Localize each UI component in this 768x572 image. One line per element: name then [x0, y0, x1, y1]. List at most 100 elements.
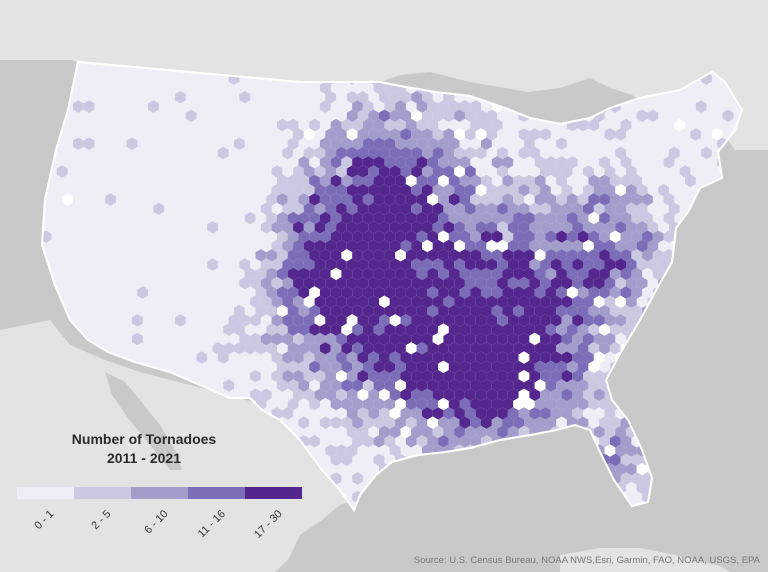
hex-bin: [427, 304, 439, 318]
hex-bin: [556, 490, 567, 504]
hex-bin: [486, 221, 498, 234]
hex-bin: [572, 221, 583, 234]
hex-bin: [395, 230, 406, 243]
hex-bin: [298, 193, 310, 206]
hex-bin: [491, 156, 503, 169]
hex-bin: [384, 342, 396, 355]
hex-bin: [642, 230, 653, 243]
hex-bin: [443, 425, 455, 439]
hex-bin: [534, 193, 546, 206]
hex-bin: [507, 351, 519, 364]
hex-bin: [448, 156, 460, 169]
hex-bin: [400, 425, 412, 439]
hex-bin: [373, 286, 385, 299]
hex-bin: [395, 267, 406, 281]
hex-bin: [669, 425, 680, 439]
hex-bin: [362, 286, 374, 299]
hex-bin: [604, 314, 616, 327]
hex-bin: [524, 416, 535, 429]
hex-bin: [615, 388, 626, 401]
hex-bin: [593, 277, 605, 290]
hex-bin: [507, 425, 519, 439]
hex-bin: [679, 407, 691, 420]
hex-bin: [427, 174, 439, 188]
hex-bin: [432, 184, 444, 197]
hex-bin: [583, 332, 594, 346]
hex-bin: [438, 249, 449, 262]
hex-bin: [599, 342, 610, 355]
hex-bin: [470, 360, 481, 374]
hex-bin: [620, 304, 632, 318]
hex-bin: [609, 304, 621, 318]
hex-bin: [507, 314, 519, 327]
hex-bin: [486, 128, 498, 141]
hex-bin: [470, 118, 481, 132]
hex-bin: [443, 165, 455, 178]
hex-bin: [481, 286, 492, 299]
hex-bin: [298, 304, 310, 318]
hex-bin: [325, 332, 337, 346]
hex-bin: [303, 295, 315, 308]
hex-bin: [566, 286, 578, 299]
hex-bin: [507, 388, 519, 401]
hex-bin: [626, 258, 637, 271]
hex-bin: [690, 128, 702, 141]
hex-bin: [352, 174, 363, 188]
hex-bin: [357, 370, 369, 383]
hex-bin: [572, 370, 583, 383]
hex-bin: [309, 286, 320, 299]
hex-bin: [352, 397, 363, 411]
hex-bin: [604, 165, 616, 178]
hex-bin: [750, 193, 761, 205]
hex-bin: [620, 453, 632, 467]
hex-bin: [497, 221, 508, 234]
hex-bin: [330, 230, 342, 243]
hex-bin: [556, 397, 567, 411]
hex-bin: [550, 295, 562, 308]
hex-bin: [524, 286, 535, 299]
hex-bin: [572, 481, 583, 494]
hex-bin: [244, 267, 256, 281]
hex-bin: [534, 360, 546, 374]
hex-bin: [298, 416, 310, 429]
hex-bin: [309, 360, 320, 374]
hex-bin: [379, 295, 390, 308]
hex-bin: [362, 230, 374, 243]
hex-bin: [384, 490, 396, 504]
hex-bin: [271, 258, 283, 271]
hex-bin: [475, 388, 487, 401]
hex-bin: [314, 165, 326, 178]
hex-bin: [384, 118, 396, 132]
hex-bin: [314, 314, 326, 327]
hex-bin: [405, 397, 417, 411]
hex-bin: [701, 146, 712, 160]
hex-bin: [287, 304, 299, 318]
hex-bin: [411, 239, 422, 253]
hex-bin: [470, 230, 481, 243]
hex-bin: [685, 379, 696, 392]
hex-bin: [534, 267, 546, 281]
hex-bin: [62, 193, 73, 206]
hex-bin: [287, 360, 299, 374]
hex-bin: [443, 109, 455, 122]
hex-bin: [427, 193, 439, 206]
hex-bin: [379, 165, 390, 178]
hex-bin: [411, 332, 422, 346]
hex-bin: [411, 109, 422, 122]
hex-bin: [679, 277, 691, 290]
hex-bin: [513, 193, 524, 206]
hex-bin: [400, 91, 412, 104]
hex-bin: [626, 277, 637, 290]
hex-bin: [341, 249, 353, 262]
hex-bin: [319, 174, 331, 188]
hex-bin: [303, 370, 315, 383]
hex-bin: [507, 295, 519, 308]
hex-bin: [566, 267, 578, 281]
hex-bin: [432, 407, 444, 420]
hex-bin: [588, 379, 600, 392]
hex-bin: [438, 416, 449, 429]
hex-bin: [330, 267, 342, 281]
hex-bin: [266, 342, 277, 355]
